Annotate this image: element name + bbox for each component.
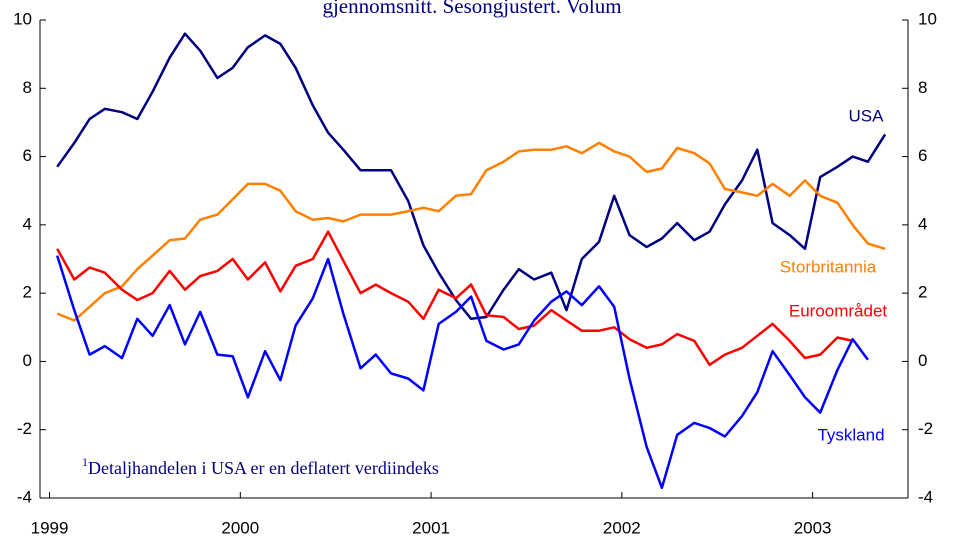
series-line (56, 141, 886, 322)
y2-tick-label: 0 (918, 351, 927, 370)
footnote-marker: 1 (82, 455, 88, 469)
x-tick-label: 1999 (31, 518, 69, 537)
footnote: 1Detaljhandelen i USA er en deflatert ve… (82, 455, 439, 478)
y2-tick-label: -4 (918, 487, 933, 506)
y2-tick-label: 6 (918, 146, 927, 165)
y-tick-label: -2 (17, 419, 32, 438)
chart-title: gjennomsnitt. Sesongjustert. Volum (322, 0, 621, 18)
y-tick-label: 2 (23, 283, 32, 302)
y-tick-label: 6 (23, 146, 32, 165)
series-label: Euroområdet (789, 301, 888, 320)
y2-tick-label: 10 (918, 9, 937, 28)
y-tick-label: -4 (17, 487, 32, 506)
series-line (56, 255, 869, 490)
y-tick-label: 8 (23, 78, 32, 97)
y-tick-label: 10 (13, 9, 32, 28)
y2-tick-label: 8 (918, 78, 927, 97)
series-label: Tyskland (817, 425, 884, 444)
footnote-text: Detaljhandelen i USA er en deflatert ver… (88, 458, 439, 478)
x-tick-label: 2003 (794, 518, 832, 537)
y-tick-label: 4 (23, 214, 32, 233)
series-line (56, 230, 853, 367)
x-tick-label: 2002 (603, 518, 641, 537)
series-line (56, 32, 887, 321)
series-label: USA (849, 106, 885, 125)
x-tick-label: 2000 (221, 518, 259, 537)
x-tick-label: 2001 (412, 518, 450, 537)
y-tick-label: 0 (23, 351, 32, 370)
series-label: Storbritannia (780, 257, 877, 276)
y2-tick-label: 4 (918, 214, 927, 233)
y2-tick-label: 2 (918, 283, 927, 302)
y2-tick-label: -2 (918, 419, 933, 438)
